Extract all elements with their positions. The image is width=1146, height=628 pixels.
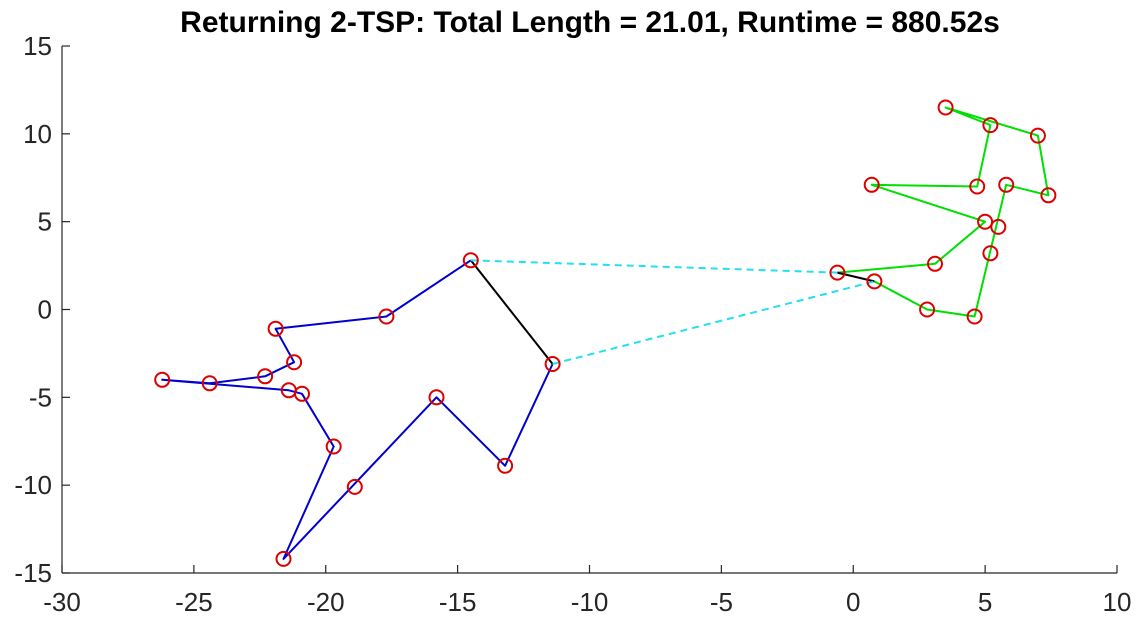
- city-marker: [294, 385, 310, 402]
- city-marker: [1040, 187, 1057, 204]
- y-tick-label: -5: [29, 382, 52, 412]
- city-marker: [982, 117, 999, 134]
- x-tick-label: -30: [43, 587, 81, 617]
- x-tick-label: -15: [439, 587, 477, 617]
- connector-line: [470, 259, 838, 274]
- city-marker: [998, 176, 1015, 193]
- y-tick-label: 0: [38, 295, 52, 325]
- city-marker: [1029, 127, 1046, 144]
- city-marker: [378, 308, 395, 325]
- city-marker: [966, 308, 983, 325]
- city-marker: [201, 375, 218, 392]
- city-marker: [969, 178, 986, 195]
- city-marker: [428, 389, 445, 406]
- x-tick-label: 0: [846, 587, 860, 617]
- y-tick-label: 10: [23, 119, 52, 149]
- city-marker: [497, 457, 514, 474]
- city-marker: [866, 273, 883, 290]
- city-marker: [257, 368, 274, 385]
- x-tick-label: -5: [710, 587, 733, 617]
- city-marker: [990, 218, 1007, 235]
- x-tick-label: -10: [571, 587, 609, 617]
- y-tick-label: 5: [38, 207, 52, 237]
- route-lines: [161, 106, 1050, 560]
- city-marker: [275, 550, 292, 567]
- city-marker: [325, 438, 342, 455]
- x-tick-label: -20: [307, 587, 345, 617]
- city-marker: [544, 356, 561, 372]
- axes: -30 -25 -20 -15 -10 -5 0 5 10 -15 -10 -5 0 5 10 15: [14, 31, 1131, 617]
- city-marker: [977, 213, 994, 230]
- y-tick-label: -15: [14, 558, 52, 588]
- blue-tour-line: [161, 259, 554, 560]
- city-marker: [919, 301, 936, 318]
- bridge-line: [470, 259, 554, 365]
- x-tick-label: 10: [1103, 587, 1132, 617]
- city-marker: [267, 320, 284, 337]
- city-marker: [286, 354, 303, 371]
- x-tick-label: -25: [175, 587, 213, 617]
- connector-line: [552, 280, 875, 365]
- y-tick-label: -10: [14, 470, 52, 500]
- x-tick-label: 5: [978, 587, 992, 617]
- city-marker: [863, 176, 880, 193]
- chart-title: Returning 2-TSP: Total Length = 21.01, R…: [180, 6, 1000, 39]
- y-tick-label: 15: [23, 31, 52, 61]
- city-marker: [982, 245, 999, 262]
- city-marker: [462, 252, 479, 269]
- city-markers: [154, 99, 1057, 567]
- green-tour-line: [837, 106, 1050, 318]
- city-marker: [927, 255, 943, 272]
- city-marker: [937, 99, 954, 116]
- city-marker: [154, 371, 171, 388]
- city-marker: [346, 478, 363, 495]
- city-marker: [829, 264, 846, 281]
